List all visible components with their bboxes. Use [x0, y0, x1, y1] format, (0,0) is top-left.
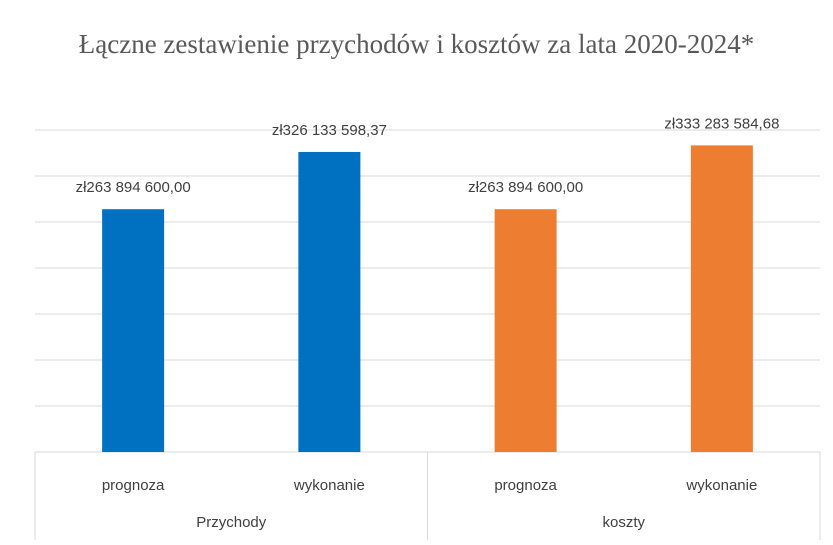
data-label: zł263 894 600,00 [468, 179, 583, 196]
bar [494, 209, 557, 452]
group-label: koszty [602, 514, 645, 531]
chart-title: Łączne zestawienie przychodów i kosztów … [78, 29, 755, 59]
data-label: zł263 894 600,00 [76, 179, 191, 196]
bar [102, 209, 165, 452]
bar [298, 151, 361, 452]
data-label: zł326 133 598,37 [272, 122, 387, 139]
x-tick-label: wykonanie [293, 477, 365, 494]
group-label: Przychody [196, 514, 267, 531]
bar [690, 145, 753, 453]
x-tick-label: prognoza [494, 477, 557, 494]
x-tick-label: wykonanie [685, 477, 757, 494]
data-label: zł333 283 584,68 [664, 115, 779, 132]
x-tick-label: prognoza [102, 477, 165, 494]
